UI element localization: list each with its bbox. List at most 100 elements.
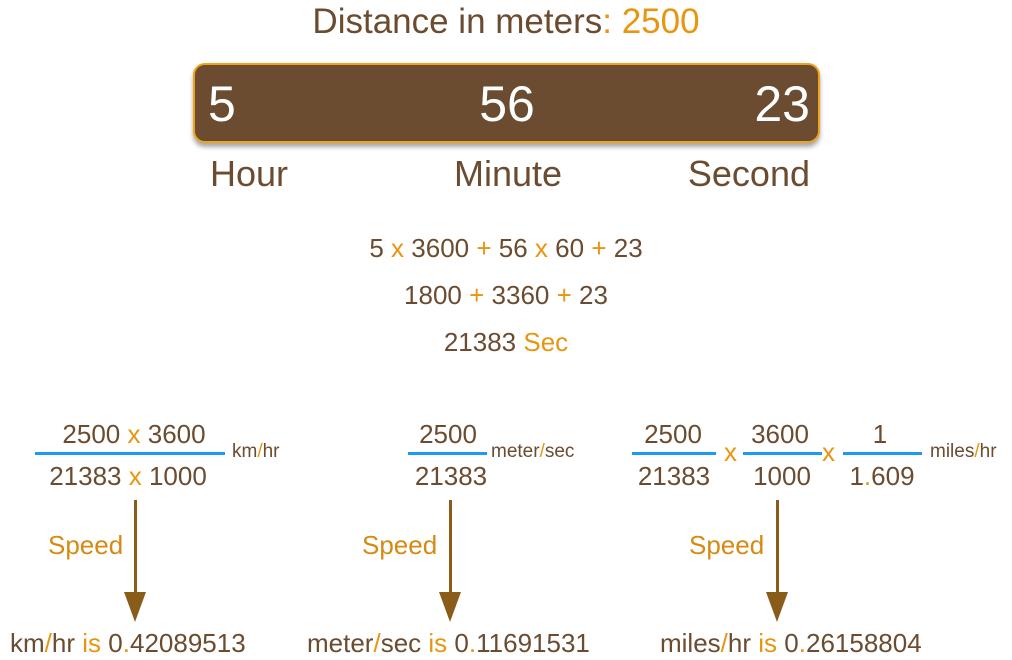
t: sec [544, 441, 575, 462]
t: 3600 [411, 233, 470, 263]
op: x [391, 233, 405, 263]
op: + [476, 233, 492, 263]
t: 11691531 [476, 628, 590, 658]
op: + [469, 280, 485, 310]
hour-label: Hour [210, 153, 289, 194]
t: hr [51, 628, 76, 658]
t: 5 [369, 233, 384, 263]
slash: / [720, 628, 728, 658]
speed-label: Speed [362, 530, 438, 560]
t: 42089513 [129, 628, 246, 658]
dot: . [122, 628, 130, 658]
arrow-down-icon [449, 500, 452, 600]
is: is [428, 628, 448, 658]
t: 0 [454, 628, 469, 658]
ms-result: meter/sec is 0.11691531 [307, 628, 590, 659]
mph-denominator-2: 1000 [753, 461, 811, 491]
mph-numerator-2: 3600 [751, 419, 809, 449]
op: + [556, 280, 572, 310]
mph-result: miles/hr is 0.26158804 [660, 628, 922, 659]
distance-value: 2500 [621, 2, 700, 41]
t: km [232, 441, 258, 462]
arrowhead-icon [439, 592, 461, 622]
is: is [82, 628, 102, 658]
op: + [591, 233, 607, 263]
t: 3360 [491, 280, 550, 310]
t: hr [262, 441, 280, 462]
fraction-bar [743, 452, 822, 455]
mph-numerator-1: 2500 [644, 419, 702, 449]
title-label: Distance in meters [312, 2, 603, 41]
t: 2500 [62, 419, 121, 449]
ms-numerator: 2500 [419, 419, 477, 449]
calc-line-3: 21383 Sec [444, 327, 568, 358]
mph-unit: miles/hr [930, 441, 997, 463]
t: 56 [498, 233, 528, 263]
ms-denominator: 21383 [414, 461, 488, 491]
arrowhead-icon [766, 592, 788, 622]
mph-denominator-3: 1.609 [849, 461, 914, 492]
sec-unit: Sec [523, 327, 569, 357]
t: 0 [108, 628, 123, 658]
slash: / [974, 441, 980, 462]
op: x [128, 461, 142, 491]
t: km [10, 628, 45, 658]
minute-label: Minute [453, 153, 563, 194]
t: 21383 [49, 461, 122, 491]
multiply-sign: x [724, 437, 737, 467]
mph-denominator-1: 21383 [637, 461, 711, 491]
t: miles [660, 628, 721, 658]
speed-label: Speed [689, 530, 765, 560]
second-label: Second [687, 153, 810, 194]
kmhr-denominator: 21383 x 1000 [49, 461, 207, 492]
t: meter [307, 628, 374, 658]
distance-title: Distance in meters: 2500 [312, 2, 699, 42]
calc-line-1: 5 x 3600 + 56 x 60 + 23 [369, 233, 642, 264]
dot: . [863, 461, 872, 491]
op: x [534, 233, 548, 263]
t: miles [930, 441, 975, 462]
fraction-bar [632, 452, 716, 455]
kmhr-unit: km/hr [232, 441, 280, 463]
t: 23 [579, 280, 608, 310]
t: hr [979, 441, 997, 462]
multiply-sign: x [822, 437, 835, 467]
t: meter [491, 441, 540, 462]
t: 1000 [148, 461, 207, 491]
t: hr [727, 628, 752, 658]
dot: . [798, 628, 806, 658]
calc-line-2: 1800 + 3360 + 23 [404, 280, 608, 311]
slash: / [44, 628, 52, 658]
t: 609 [871, 461, 915, 491]
arrow-down-icon [776, 500, 779, 600]
op: x [127, 419, 141, 449]
title-colon: : [602, 2, 612, 41]
t: 26158804 [805, 628, 922, 658]
hour-value: 5 [208, 76, 236, 132]
fraction-bar [843, 452, 922, 455]
is: is [758, 628, 778, 658]
slash: / [373, 628, 381, 658]
t: 60 [555, 233, 585, 263]
time-display-box: 5 56 23 [193, 63, 820, 143]
t: 23 [613, 233, 643, 263]
mph-numerator-3: 1 [872, 419, 888, 449]
minute-value: 56 [479, 76, 535, 132]
ms-unit: meter/sec [491, 441, 574, 463]
t: 3600 [147, 419, 206, 449]
slash: / [257, 441, 263, 462]
second-value: 23 [754, 76, 810, 132]
dot: . [468, 628, 477, 658]
kmhr-result: km/hr is 0.42089513 [10, 628, 246, 659]
kmhr-numerator: 2500 x 3600 [62, 419, 205, 450]
speed-label: Speed [48, 530, 124, 560]
t: 1800 [404, 280, 462, 310]
fraction-bar [35, 452, 225, 455]
fraction-bar [408, 452, 487, 455]
total-seconds: 21383 [443, 327, 517, 357]
arrow-down-icon [134, 500, 137, 600]
t: sec [380, 628, 422, 658]
arrowhead-icon [124, 592, 146, 622]
t: 1 [849, 461, 864, 491]
slash: / [539, 441, 545, 462]
